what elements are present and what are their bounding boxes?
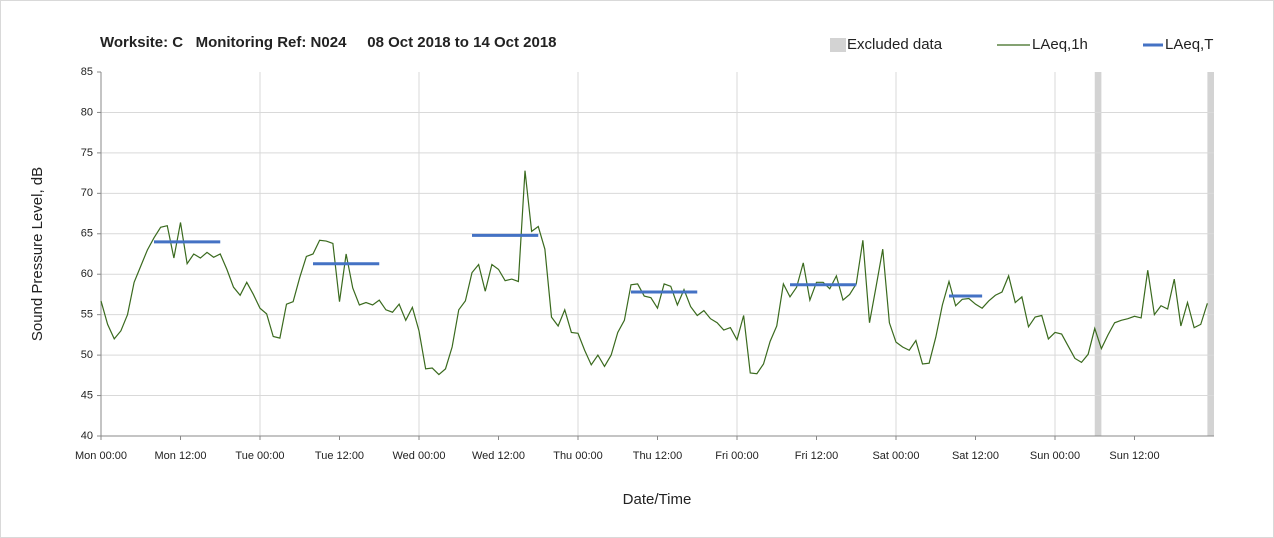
x-tick-label: Sun 12:00 <box>1109 450 1159 462</box>
x-tick-label: Tue 12:00 <box>315 450 364 462</box>
y-tick-label: 75 <box>81 147 93 159</box>
y-tick-label: 40 <box>81 430 93 442</box>
series-line <box>154 233 983 298</box>
chart-title: Worksite: C Monitoring Ref: N024 08 Oct … <box>100 34 557 51</box>
x-tick-label: Tue 00:00 <box>235 450 284 462</box>
y-tick-label: 45 <box>81 389 93 401</box>
y-axis-label: Sound Pressure Level, dB <box>29 167 46 341</box>
legend-label: LAeq,1h <box>1032 36 1088 53</box>
y-tick-label: 60 <box>81 268 93 280</box>
x-tick-label: Thu 00:00 <box>553 450 603 462</box>
x-axis-label: Date/Time <box>623 491 692 508</box>
x-tick-label: Sat 12:00 <box>952 450 999 462</box>
x-tick-label: Fri 12:00 <box>795 450 838 462</box>
y-tick-label: 65 <box>81 228 93 240</box>
excluded-band <box>1207 72 1214 436</box>
excluded-band <box>1094 72 1102 436</box>
y-tick-label: 50 <box>81 349 93 361</box>
series-line <box>100 170 1208 376</box>
legend-label: Excluded data <box>847 36 943 53</box>
x-tick-label: Mon 00:00 <box>75 450 127 462</box>
x-tick-label: Mon 12:00 <box>155 450 207 462</box>
legend-swatch <box>830 38 846 52</box>
x-tick-label: Sun 00:00 <box>1030 450 1080 462</box>
x-tick-label: Fri 00:00 <box>715 450 758 462</box>
x-tick-label: Wed 00:00 <box>392 450 445 462</box>
x-tick-label: Thu 12:00 <box>633 450 683 462</box>
y-tick-label: 80 <box>81 106 93 118</box>
y-tick-label: 70 <box>81 187 93 199</box>
y-tick-label: 85 <box>81 66 93 78</box>
x-tick-label: Sat 00:00 <box>872 450 919 462</box>
x-tick-label: Wed 12:00 <box>472 450 525 462</box>
legend-label: LAeq,T <box>1165 36 1213 53</box>
y-tick-label: 55 <box>81 309 93 321</box>
